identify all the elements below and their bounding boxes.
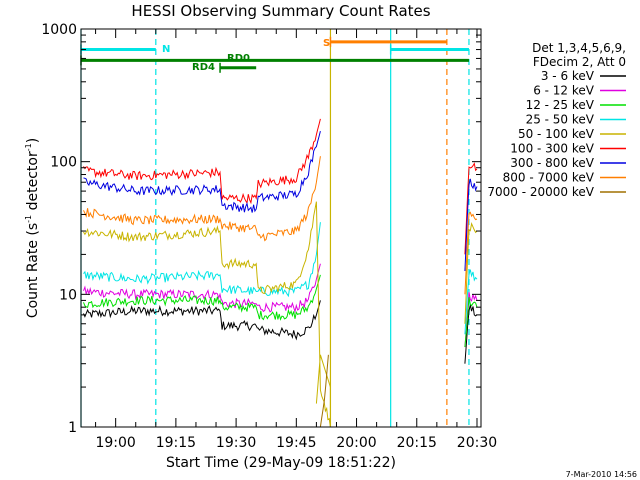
y-tick-label-3: 1 bbox=[68, 420, 77, 436]
flag-bars bbox=[80, 36, 469, 73]
vertical-markers bbox=[80, 29, 470, 427]
x-tick-label-4: 20:00 bbox=[336, 435, 376, 451]
chart-title: HESSI Observing Summary Count Rates bbox=[131, 2, 430, 20]
series-line-2-0 bbox=[83, 274, 321, 321]
night-label: N bbox=[162, 44, 170, 55]
series-line-4-0 bbox=[83, 201, 331, 428]
series-line-2-1 bbox=[464, 297, 478, 348]
x-tick-label-3: 19:45 bbox=[276, 435, 316, 451]
x-axis-label: Start Time (29-May-09 18:51:22) bbox=[166, 455, 396, 471]
axis-ticks bbox=[81, 28, 481, 428]
axis-tick-labels: 1000 100 10 1 19:00 19:15 19:30 19:45 20:00 20:15… bbox=[41, 22, 497, 451]
series-line-1-0 bbox=[83, 263, 321, 314]
x-tick-label-1: 19:15 bbox=[156, 435, 196, 451]
series-line-6-0 bbox=[83, 130, 321, 213]
y-axis-label-main: Count Rate (s bbox=[25, 223, 41, 318]
legend-label-3: 25 - 50 keV bbox=[526, 113, 595, 127]
series-line-5-1 bbox=[464, 162, 478, 255]
rd4-label: RD4 bbox=[192, 62, 215, 73]
rd0-label: RD0 bbox=[227, 53, 250, 64]
plot-frame bbox=[80, 28, 482, 428]
x-tick-label-2: 19:30 bbox=[216, 435, 256, 451]
saa-label: S bbox=[323, 38, 330, 49]
legend: Det 1,3,4,5,6,9, FDecim 2, Att 0 3 - 6 k… bbox=[487, 41, 626, 199]
series-line-0-1 bbox=[464, 304, 478, 364]
series-line-0-0 bbox=[83, 300, 321, 341]
legend-label-0: 3 - 6 keV bbox=[541, 69, 595, 83]
y-axis-label-sup1: -1 bbox=[24, 215, 33, 223]
x-tick-label-6: 20:30 bbox=[457, 435, 497, 451]
legend-label-4: 50 - 100 keV bbox=[518, 127, 595, 141]
legend-label-6: 300 - 800 keV bbox=[510, 156, 594, 170]
footer-timestamp: 7-Mar-2010 14:56 bbox=[566, 470, 637, 479]
y-tick-label-0: 1000 bbox=[41, 22, 77, 38]
series-line-7-1 bbox=[464, 211, 478, 295]
legend-label-1: 6 - 12 keV bbox=[533, 84, 595, 98]
series-line-3-1 bbox=[464, 269, 478, 335]
y-axis-label: Count Rate (s-1 detector-1) bbox=[24, 138, 41, 318]
y-axis-label-sup2: -1 bbox=[24, 143, 33, 151]
x-tick-label-0: 19:00 bbox=[95, 435, 135, 451]
legend-label-2: 12 - 25 keV bbox=[526, 98, 595, 112]
legend-header-2: FDecim 2, Att 0 bbox=[533, 55, 626, 69]
series-line-3-0 bbox=[83, 222, 321, 298]
series-lines bbox=[83, 118, 478, 428]
series-line-5-0 bbox=[83, 118, 321, 205]
legend-header-1: Det 1,3,4,5,6,9, bbox=[532, 41, 626, 55]
series-line-7-0 bbox=[83, 156, 321, 242]
series-line-8-0 bbox=[319, 354, 329, 428]
series-line-4-1 bbox=[464, 222, 478, 324]
y-axis-label-end: ) bbox=[25, 138, 41, 143]
y-axis-label-mid: detector bbox=[25, 151, 41, 215]
y-tick-label-1: 100 bbox=[50, 155, 77, 171]
y-tick-label-2: 10 bbox=[59, 287, 77, 303]
legend-label-8: 7000 - 20000 keV bbox=[487, 185, 594, 199]
legend-label-5: 100 - 300 keV bbox=[510, 142, 594, 156]
x-tick-label-5: 20:15 bbox=[397, 435, 437, 451]
series-line-6-1 bbox=[464, 178, 478, 272]
legend-label-7: 800 - 7000 keV bbox=[503, 171, 595, 185]
